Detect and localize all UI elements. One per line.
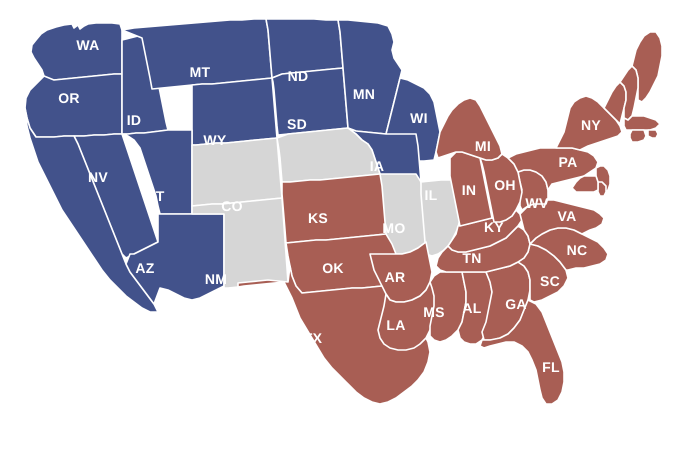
state-shape-ma[interactable] xyxy=(623,115,661,131)
state-shape-va[interactable] xyxy=(519,199,605,245)
state-shapes-group xyxy=(24,18,663,405)
state-shape-wy[interactable] xyxy=(191,77,278,146)
state-shape-sd[interactable] xyxy=(271,67,349,136)
state-shape-md[interactable] xyxy=(571,175,599,193)
state-shape-or[interactable] xyxy=(24,73,123,138)
state-shape-mi[interactable] xyxy=(435,97,503,161)
state-shape-pa[interactable] xyxy=(507,147,599,191)
state-shape-fl[interactable] xyxy=(479,299,565,405)
state-shape-tx[interactable] xyxy=(237,265,431,405)
state-shape-la[interactable] xyxy=(377,281,437,351)
state-shape-ri[interactable] xyxy=(647,129,659,139)
state-shape-co[interactable] xyxy=(191,137,283,207)
state-shape-wa[interactable] xyxy=(30,22,123,82)
state-shape-ct[interactable] xyxy=(629,129,647,143)
state-shape-nh[interactable] xyxy=(619,65,639,121)
state-shape-ks[interactable] xyxy=(281,173,387,244)
state-shape-de[interactable] xyxy=(597,181,607,197)
